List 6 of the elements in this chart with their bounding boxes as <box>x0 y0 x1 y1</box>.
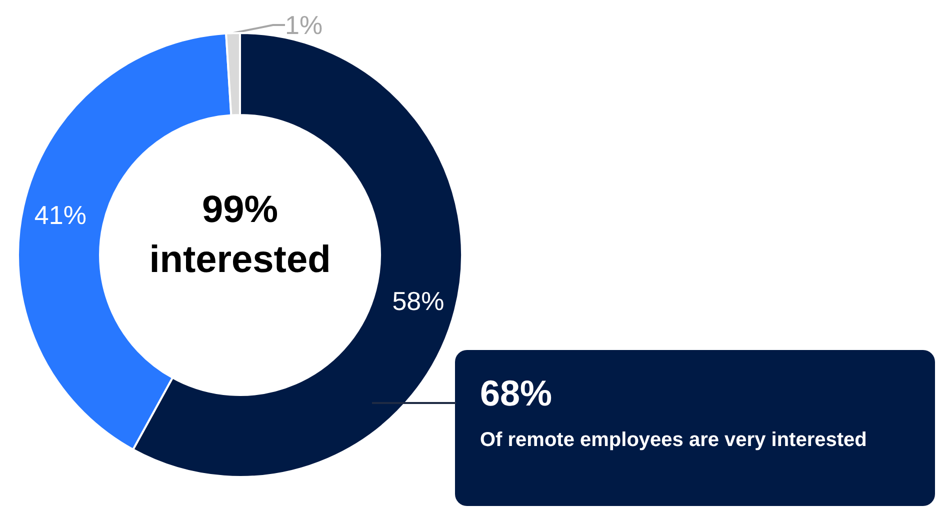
data-label: 58% <box>392 286 444 316</box>
text: 99% interested <box>149 189 331 281</box>
text: 68% <box>480 372 552 414</box>
text: Of remote employees are very interested <box>480 429 867 451</box>
data-label: 41% <box>34 200 86 230</box>
data-label: 1% <box>285 10 323 40</box>
